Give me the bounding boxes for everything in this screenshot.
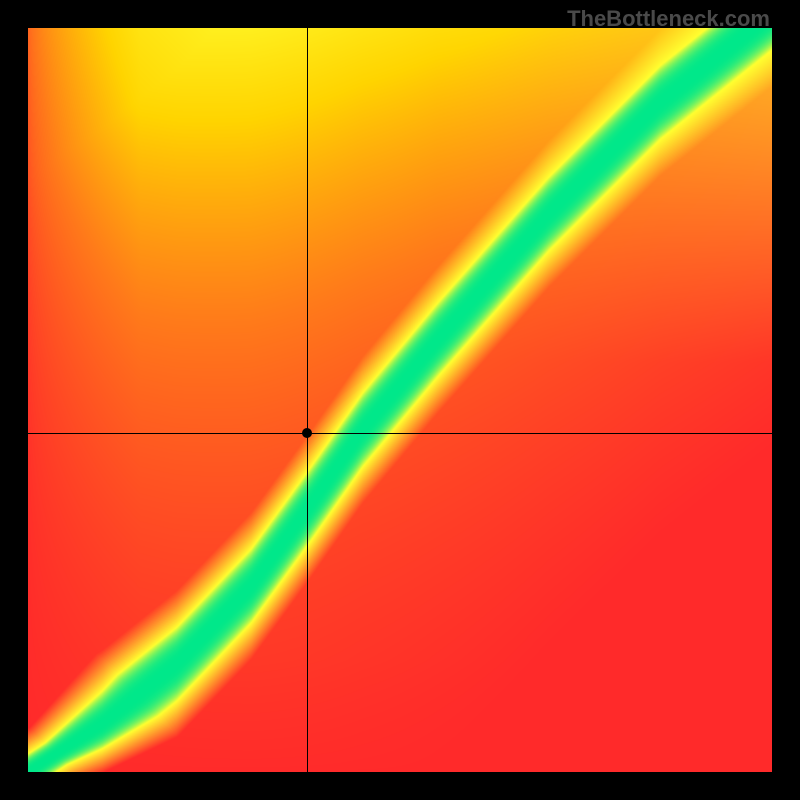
plot-area [28,28,772,772]
chart-root: TheBottleneck.com [0,0,800,800]
crosshair-vertical [307,28,308,772]
heatmap-canvas [28,28,772,772]
crosshair-marker [302,428,312,438]
watermark-text: TheBottleneck.com [567,6,770,32]
crosshair-horizontal [28,433,772,434]
